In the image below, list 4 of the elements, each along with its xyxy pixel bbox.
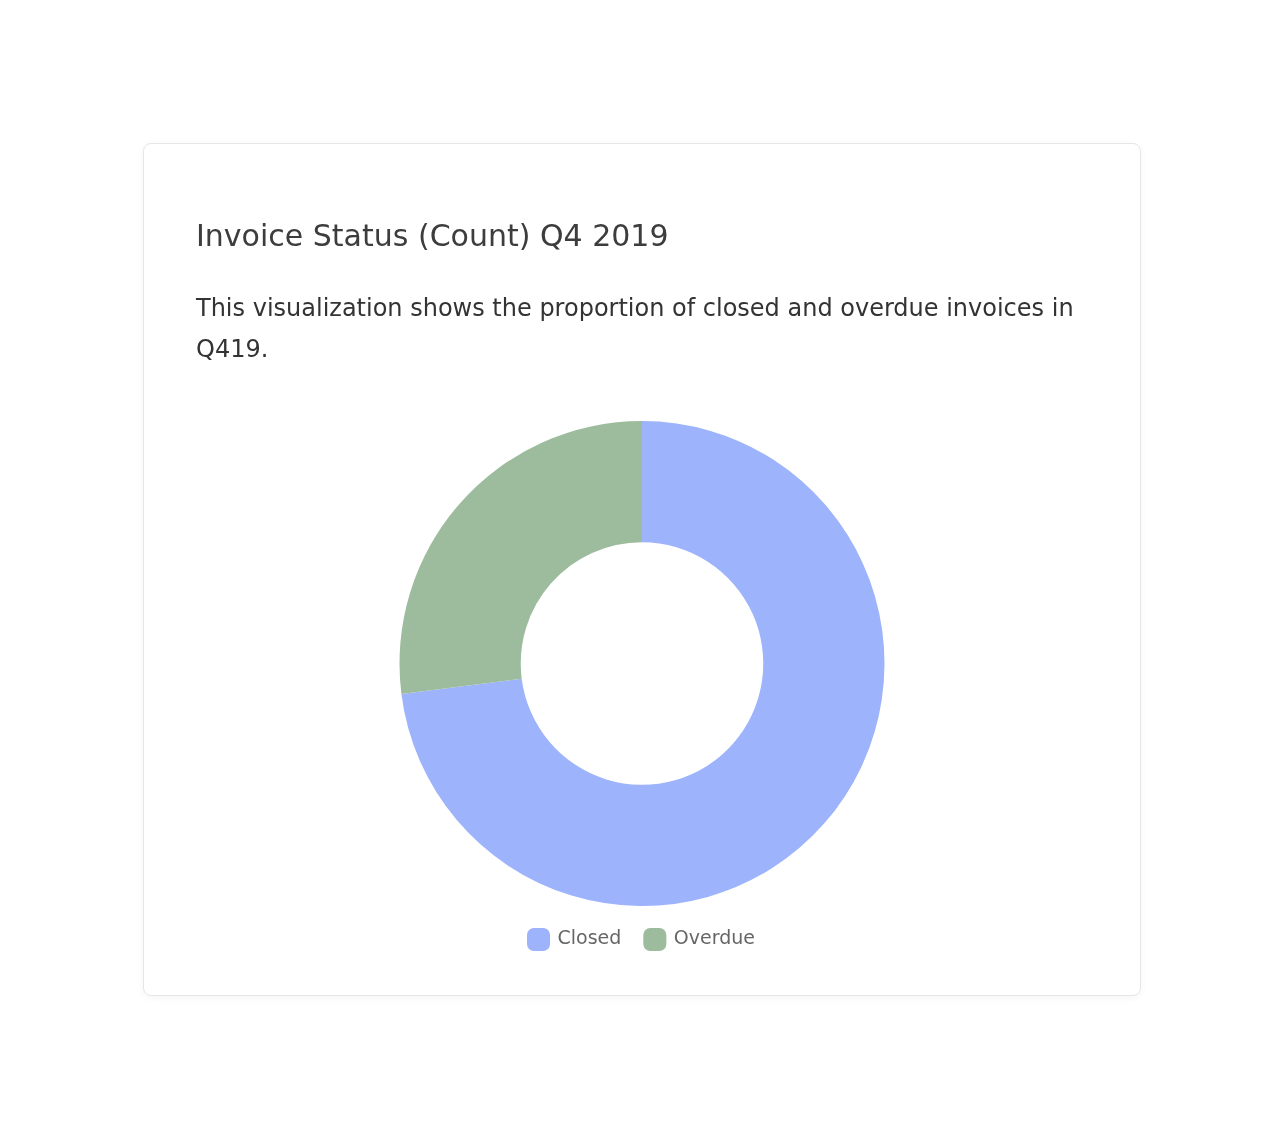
chart-subtitle: This visualization shows the proportion of closed and overdue invoices in Q419. xyxy=(196,293,1075,365)
chart-title: Invoice Status (Count) Q4 2019 xyxy=(196,218,669,253)
legend-label: Overdue xyxy=(673,926,755,949)
legend-label: Closed xyxy=(557,926,622,949)
